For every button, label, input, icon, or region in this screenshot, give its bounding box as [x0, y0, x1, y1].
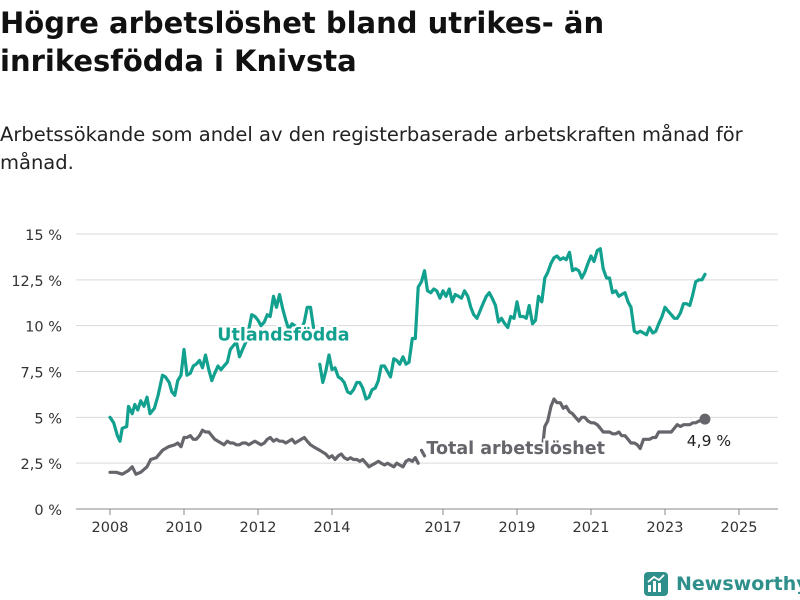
newsworthy-brand[interactable]: Newsworthy [644, 571, 800, 597]
x-axis: 2008 2010 2012 2014 2017 2019 2021 2023 2025 [92, 509, 758, 536]
series-label: Total arbetslöshet [426, 439, 605, 459]
brand-name: Newsworthy [676, 573, 800, 595]
y-tick-label: 10 % [25, 320, 62, 336]
x-tick-label: 2008 [92, 520, 129, 536]
x-tick-label: 2021 [573, 520, 610, 536]
newsworthy-logo-icon [644, 572, 668, 596]
x-tick-label: 2025 [721, 520, 758, 536]
series-line-total [540, 397, 707, 456]
x-tick-label: 2014 [314, 520, 351, 536]
x-tick-label: 2019 [499, 520, 536, 536]
series-labels: Utlandsfödda Total arbetslöshet 4,9 % [215, 323, 731, 461]
chart-subtitle: Arbetssökande som andel av den registerb… [0, 123, 743, 174]
y-tick-label: 2,5 % [21, 457, 62, 473]
series-line-utlandsfodda [108, 292, 316, 443]
x-tick-label: 2010 [166, 520, 203, 536]
x-tick-label: 2012 [240, 520, 277, 536]
x-tick-label: 2023 [647, 520, 684, 536]
y-tick-label: 7,5 % [21, 366, 62, 382]
end-value-label: 4,9 % [687, 432, 731, 450]
series-line-utlandsfodda [318, 247, 707, 401]
series-line-total [419, 448, 427, 458]
y-tick-label: 5 % [34, 411, 62, 427]
y-axis-ticks: 0 % 2,5 % 5 % 7,5 % 10 % 12,5 % 15 % [11, 228, 62, 519]
end-point-marker [699, 413, 711, 425]
y-tick-label: 15 % [25, 228, 62, 244]
chart-title: Högre arbetslöshet bland utrikes- än inr… [0, 6, 605, 78]
series-line-total [108, 428, 420, 476]
y-tick-label: 0 % [34, 503, 62, 519]
y-tick-label: 12,5 % [11, 274, 62, 290]
x-tick-label: 2017 [425, 520, 462, 536]
series-label: Utlandsfödda [217, 325, 349, 345]
series-lines [108, 247, 707, 476]
